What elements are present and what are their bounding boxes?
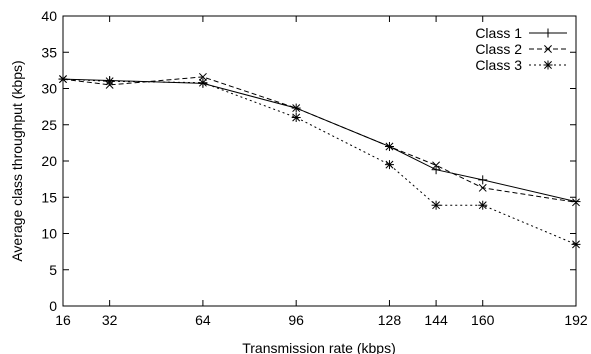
data-point	[544, 45, 552, 53]
x-tick-label: 160	[471, 312, 495, 328]
legend-item: Class 3	[475, 57, 567, 73]
x-tick-label: 144	[424, 312, 448, 328]
y-tick-label: 35	[41, 44, 57, 60]
ticks-layer: 0 5 10 15 20 25 30 35 40 16 32 64 96 128 144 160 192	[41, 8, 587, 328]
data-point	[478, 183, 487, 192]
y-tick-label: 5	[49, 262, 57, 278]
data-point	[105, 76, 115, 86]
data-point	[572, 198, 580, 207]
series-class-2	[59, 72, 580, 207]
data-point	[543, 28, 553, 38]
y-axis-label: Average class throughput (kbps)	[9, 60, 25, 261]
series-line	[62, 76, 577, 203]
data-point	[198, 78, 208, 88]
data-point	[478, 200, 488, 210]
series-class-3	[58, 74, 581, 249]
y-tick-label: 10	[41, 226, 57, 242]
y-tick-label: 40	[41, 8, 57, 24]
legend-item: Class 2	[475, 41, 567, 57]
data-point	[478, 175, 488, 185]
series-class-1	[58, 74, 581, 207]
series-line	[62, 78, 577, 203]
x-tick-label: 192	[564, 312, 588, 328]
legend-label: Class 1	[475, 25, 522, 41]
data-point	[432, 161, 441, 170]
y-tick-label: 25	[41, 117, 57, 133]
data-point	[571, 239, 581, 249]
y-tick-label: 0	[49, 298, 57, 314]
y-tick-label: 15	[41, 189, 57, 205]
y-tick-label: 30	[41, 81, 57, 97]
data-point	[385, 142, 394, 151]
x-tick-label: 96	[288, 312, 304, 328]
data-point	[384, 160, 394, 170]
x-tick-label: 16	[55, 312, 71, 328]
legend-label: Class 2	[475, 41, 522, 57]
data-point	[543, 60, 553, 70]
data-point	[431, 165, 441, 175]
x-axis-label: Transmission rate (kbps)	[242, 340, 396, 354]
data-point	[292, 104, 301, 113]
legend-item: Class 1	[475, 25, 567, 41]
y-tick-label: 20	[41, 153, 57, 169]
legend-label: Class 3	[475, 57, 522, 73]
series-layer	[58, 72, 581, 249]
series-line	[62, 78, 577, 245]
data-point	[571, 197, 581, 207]
x-tick-label: 128	[378, 312, 402, 328]
data-point	[58, 74, 68, 84]
x-tick-label: 64	[195, 312, 211, 328]
x-tick-label: 32	[102, 312, 118, 328]
data-point	[291, 113, 301, 122]
data-point	[431, 200, 441, 210]
data-point	[198, 72, 207, 81]
